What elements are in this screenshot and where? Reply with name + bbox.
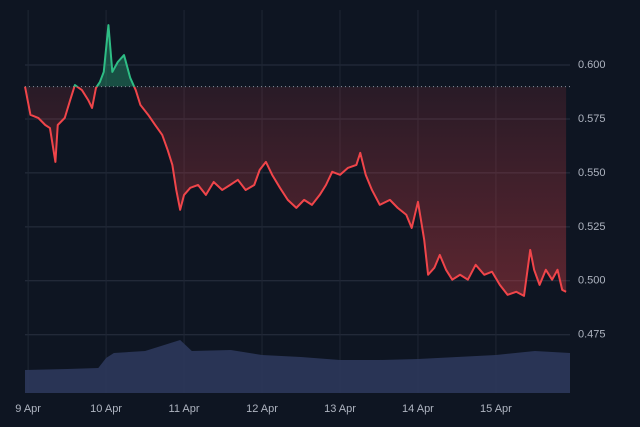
price-line-up [25, 24, 136, 87]
down-area [25, 86, 567, 296]
y-tick-label: 0.550 [578, 167, 606, 179]
up-area [74, 25, 135, 87]
x-tick-label: 10 Apr [90, 403, 122, 415]
price-line-down [24, 86, 567, 297]
x-tick-label: 15 Apr [480, 403, 512, 415]
y-tick-label: 0.525 [578, 221, 606, 233]
y-tick-label: 0.600 [578, 59, 606, 71]
x-tick-label: 12 Apr [246, 403, 278, 415]
y-tick-label: 0.500 [578, 275, 606, 287]
x-tick-label: 11 Apr [169, 403, 200, 415]
y-tick-label: 0.575 [578, 113, 606, 125]
x-tick-label: 9 Apr [15, 403, 41, 415]
y-tick-label: 0.475 [578, 329, 606, 341]
x-tick-label: 14 Apr [402, 403, 434, 415]
x-tick-label: 13 Apr [324, 403, 356, 415]
volume-area [25, 340, 570, 393]
